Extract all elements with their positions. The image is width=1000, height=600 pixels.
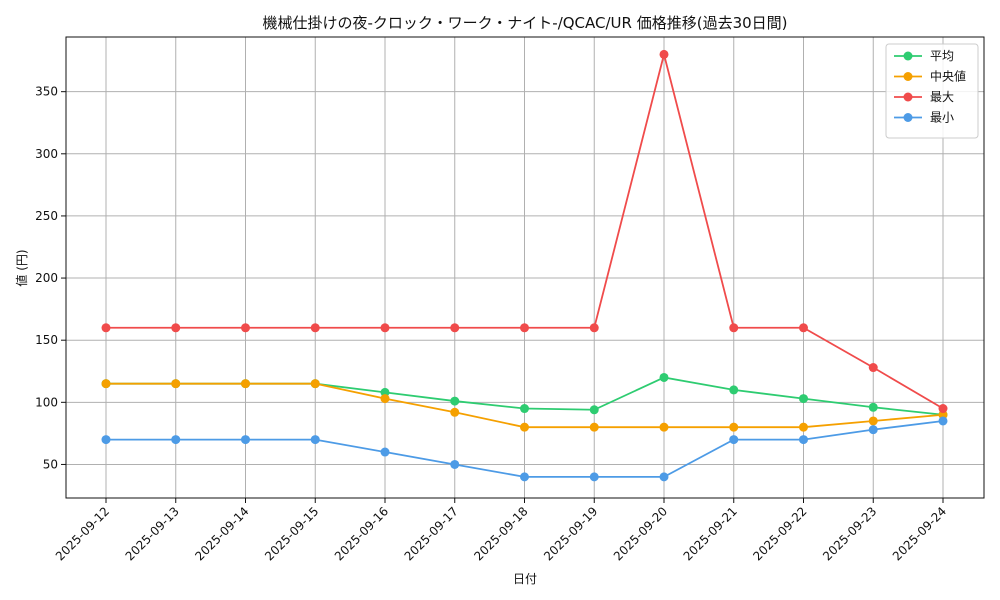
data-point bbox=[938, 404, 948, 414]
data-point bbox=[310, 379, 320, 389]
data-point bbox=[729, 435, 739, 445]
data-point bbox=[520, 323, 529, 333]
data-point bbox=[589, 422, 599, 432]
data-point bbox=[799, 394, 808, 404]
data-point bbox=[659, 472, 669, 482]
x-axis-ticks: 2025-09-12 2025-09-13 2025-09-14 2025-09-15… bbox=[53, 498, 949, 563]
legend-marker bbox=[903, 72, 913, 81]
chart-title: 機械仕掛けの夜-クロック・ワーク・ナイト-/QCAC/UR 価格推移(過去30日… bbox=[262, 14, 787, 32]
x-tick-label: 2025-09-22 bbox=[750, 504, 809, 563]
legend-item: 中央値 bbox=[894, 69, 966, 84]
x-tick-label: 2025-09-12 bbox=[53, 504, 112, 563]
x-tick-label: 2025-09-18 bbox=[471, 504, 530, 563]
data-point bbox=[729, 422, 739, 432]
y-axis-ticks: 50 100 150 200 250 300 350 bbox=[35, 85, 66, 471]
data-point bbox=[589, 405, 599, 415]
data-point bbox=[799, 422, 808, 432]
y-tick-label: 250 bbox=[35, 209, 58, 223]
data-point bbox=[799, 435, 808, 445]
y-tick-label: 50 bbox=[43, 457, 58, 471]
series-3 bbox=[101, 416, 948, 482]
legend-label: 最大 bbox=[930, 90, 954, 104]
data-point bbox=[380, 387, 390, 397]
x-tick-label: 2025-09-23 bbox=[820, 504, 879, 563]
data-point bbox=[310, 435, 320, 445]
legend-marker bbox=[903, 92, 913, 102]
y-tick-label: 200 bbox=[35, 271, 58, 285]
series-layer bbox=[101, 49, 948, 482]
x-tick-label: 2025-09-19 bbox=[541, 504, 600, 563]
data-point bbox=[938, 410, 948, 420]
y-tick-label: 350 bbox=[35, 85, 58, 99]
data-point bbox=[101, 323, 111, 333]
data-point bbox=[659, 422, 669, 432]
data-point bbox=[520, 404, 529, 414]
x-tick-label: 2025-09-16 bbox=[332, 504, 391, 563]
data-point bbox=[241, 323, 250, 333]
x-tick-label: 2025-09-20 bbox=[611, 504, 670, 563]
data-point bbox=[380, 447, 390, 457]
data-point bbox=[868, 425, 878, 435]
data-point bbox=[171, 435, 181, 445]
data-point bbox=[659, 372, 669, 382]
data-point bbox=[938, 416, 948, 426]
data-point bbox=[450, 407, 460, 417]
data-point bbox=[589, 472, 599, 482]
data-point bbox=[729, 385, 739, 395]
x-tick-label: 2025-09-21 bbox=[681, 504, 740, 563]
data-point bbox=[659, 49, 669, 59]
y-tick-label: 100 bbox=[35, 395, 58, 409]
data-point bbox=[171, 379, 181, 389]
series-2 bbox=[101, 49, 948, 414]
data-point bbox=[450, 323, 460, 333]
legend-marker bbox=[903, 113, 913, 122]
data-point bbox=[729, 323, 739, 333]
x-tick-label: 2025-09-15 bbox=[262, 504, 321, 563]
x-tick-label: 2025-09-14 bbox=[192, 504, 251, 563]
data-point bbox=[241, 435, 250, 445]
data-point bbox=[868, 416, 878, 426]
data-point bbox=[868, 402, 878, 412]
data-point bbox=[101, 379, 111, 389]
data-point bbox=[380, 394, 390, 404]
data-point bbox=[799, 323, 808, 333]
data-point bbox=[171, 323, 181, 333]
y-tick-label: 300 bbox=[35, 147, 58, 161]
legend-label: 平均 bbox=[930, 49, 954, 63]
x-tick-label: 2025-09-17 bbox=[402, 504, 461, 563]
data-point bbox=[101, 435, 111, 445]
x-axis-label: 日付 bbox=[513, 572, 537, 586]
data-point bbox=[241, 379, 250, 389]
data-point bbox=[450, 459, 460, 469]
x-tick-label: 2025-09-24 bbox=[890, 504, 949, 563]
data-point bbox=[380, 323, 390, 333]
data-point bbox=[520, 472, 529, 482]
data-point bbox=[868, 363, 878, 373]
data-point bbox=[310, 323, 320, 333]
x-tick-label: 2025-09-13 bbox=[123, 504, 182, 563]
legend-item: 最小 bbox=[894, 111, 954, 125]
legend-label: 中央値 bbox=[930, 69, 966, 84]
series-1 bbox=[101, 379, 948, 432]
data-point bbox=[589, 323, 599, 333]
y-tick-label: 150 bbox=[35, 333, 58, 347]
legend-label: 最小 bbox=[930, 111, 954, 125]
data-point bbox=[520, 422, 529, 432]
grid bbox=[66, 37, 984, 498]
legend-item: 平均 bbox=[894, 49, 954, 63]
y-axis-label: 値 (円) bbox=[14, 249, 29, 286]
legend-marker bbox=[903, 51, 913, 61]
data-point bbox=[450, 396, 460, 406]
legend-item: 最大 bbox=[894, 90, 954, 104]
